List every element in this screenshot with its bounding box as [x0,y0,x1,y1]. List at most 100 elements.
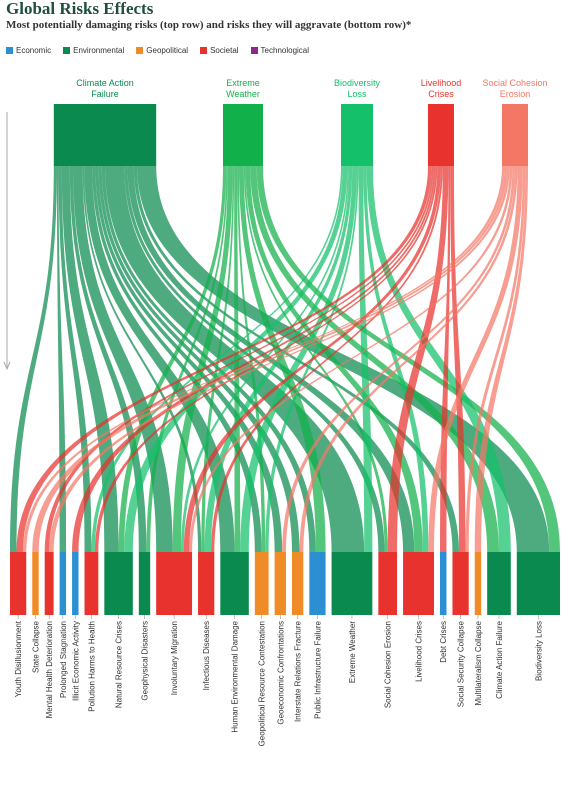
legend-label-societal: Societal [210,46,239,55]
target-label-geoeconomic-confrontations: Geoeconomic Confrontations [276,621,285,725]
legend-label-economic: Economic [16,46,52,55]
source-label-livelihood-crises: Livelihood Crises [421,78,462,99]
legend-item-economic: Economic [6,46,51,55]
target-label-multilateralism-collapse: Multilateralism Collapse [474,620,483,705]
link-livelihood-crises-to-involuntary-migration [183,166,441,552]
target-node-multilateralism-collapse [474,552,482,615]
target-node-mental-health-deterioration [44,552,54,615]
target-node-human-environmental-damage [220,552,249,615]
target-label-debt-crises: Debt Crises [439,621,448,663]
target-label-public-infrastructure-failure: Public Infrastructure Failure [313,620,322,718]
legend-label-technological: Technological [260,46,310,55]
target-label-interstate-relations-fracture: Interstate Relations Fracture [294,620,303,721]
link-climate-action-failure-to-interstate-relations-fracture [98,166,300,552]
link-extreme-weather-to-social-cohesion-erosion [243,166,388,552]
link-social-cohesion-erosion-to-multilateralism-collapse [474,166,528,552]
link-social-cohesion-erosion-to-youth-disillusionment [23,166,505,552]
link-climate-action-failure-to-natural-resource-crises [61,166,119,552]
source-label-climate-action-failure: Climate Action Failure [76,78,134,99]
link-climate-action-failure-to-public-infrastructure-failure [101,166,316,552]
target-label-involuntary-migration: Involuntary Migration [170,621,179,695]
link-biodiversity-loss-to-natural-resource-crises [124,166,348,552]
target-node-geoeconomic-confrontations [274,552,286,615]
link-social-cohesion-erosion-to-interstate-relations-fracture [299,166,518,552]
link-livelihood-crises-to-illicit-economic-activity [72,166,436,552]
target-node-state-collapse [32,552,39,615]
source-node-extreme-weather [223,104,263,166]
legend-item-technological: Technological [250,46,310,55]
target-node-pollution-harms-to-health [84,552,99,615]
source-label-biodiversity-loss: Biodiversity Loss [334,78,381,99]
target-label-extreme-weather: Extreme Weather [348,621,357,683]
legend-swatch-environmental [63,47,71,54]
target-label-infectious-diseases: Infectious Diseases [202,621,211,690]
target-node-public-infrastructure-failure [309,552,326,615]
source-node-biodiversity-loss [341,104,373,166]
target-node-livelihood-crises [403,552,435,615]
legend-swatch-economic [6,47,13,54]
link-extreme-weather-to-involuntary-migration [172,166,233,552]
page-subtitle: Most potentially damaging risks (top row… [6,19,412,31]
target-label-climate-action-failure: Climate Action Failure [495,620,504,698]
chart-legend: Economic Environmental Geopolitical Soci… [6,46,309,55]
link-livelihood-crises-to-youth-disillusionment [16,166,432,552]
link-social-cohesion-erosion-to-geoeconomic-confrontations [282,166,515,552]
target-node-extreme-weather [331,552,373,615]
link-livelihood-crises-to-social-cohesion-erosion [387,166,449,552]
link-livelihood-crises-to-infectious-diseases [211,166,443,552]
target-label-livelihood-crises: Livelihood Crises [415,621,424,682]
link-social-cohesion-erosion-to-livelihood-crises [428,166,523,552]
source-node-climate-action-failure [53,104,157,166]
link-extreme-weather-to-climate-action-failure [250,166,499,552]
target-label-biodiversity-loss: Biodiversity Loss [534,621,543,681]
link-extreme-weather-to-public-infrastructure-failure [239,166,326,552]
target-node-involuntary-migration [156,552,193,615]
link-climate-action-failure-to-youth-disillusionment [10,166,57,552]
link-climate-action-failure-to-human-environmental-damage [84,166,235,552]
legend-swatch-technological [250,47,258,54]
source-node-livelihood-crises [428,104,454,166]
arrow-head-icon [3,361,11,371]
link-extreme-weather-to-natural-resource-crises [118,166,227,552]
target-node-youth-disillusionment [10,552,27,615]
node-labels: Climate Action Failure Extreme Weather Biodi… [3,78,548,746]
legend-swatch-societal [200,47,208,54]
target-label-prolonged-stagnation: Prolonged Stagnation [59,621,68,698]
target-node-social-cohesion-erosion [378,552,398,615]
page-title: Global Risks Effects [6,0,154,18]
target-node-interstate-relations-fracture [291,552,304,615]
link-biodiversity-loss-to-human-environmental-damage [240,166,357,552]
link-extreme-weather-to-geopolitical-resource-contestation [237,166,266,552]
target-label-social-cohesion-erosion: Social Cohesion Erosion [384,621,393,708]
target-nodes [10,552,560,615]
target-node-illicit-economic-activity [72,552,79,615]
target-node-natural-resource-crises [104,552,133,615]
legend-item-societal: Societal [200,46,239,55]
target-node-social-security-collapse [452,552,469,615]
target-node-biodiversity-loss [516,552,560,615]
link-livelihood-crises-to-mental-health-deterioration [44,166,434,552]
target-label-social-security-collapse: Social Security Collapse [457,620,466,707]
target-node-climate-action-failure [487,552,511,615]
link-climate-action-failure-to-geopolitical-resource-contestation [92,166,262,552]
target-label-geopolitical-resource-contestation: Geopolitical Resource Contestation [258,621,267,746]
link-biodiversity-loss-to-extreme-weather [358,166,373,552]
link-social-cohesion-erosion-to-involuntary-migration [189,166,513,552]
target-label-geophysical-disasters: Geophysical Disasters [141,621,150,701]
links-layer [10,166,560,552]
source-label-social-cohesion-erosion: Social Cohesion Erosion [482,78,547,99]
link-social-cohesion-erosion-to-social-security-collapse [465,166,526,552]
link-social-cohesion-erosion-to-mental-health-deterioration [49,166,510,552]
target-label-human-environmental-damage: Human Environmental Damage [231,620,240,732]
target-label-pollution-harms-to-health: Pollution Harms to Health [87,621,96,712]
legend-swatch-geopolitical [136,47,144,54]
source-label-extreme-weather: Extreme Weather [226,78,260,99]
link-biodiversity-loss-to-climate-action-failure [366,166,511,552]
target-label-natural-resource-crises: Natural Resource Crises [115,621,124,708]
source-node-social-cohesion-erosion [502,104,528,166]
legend-label-geopolitical: Geopolitical [146,46,189,55]
legend-item-environmental: Environmental [63,46,124,55]
link-climate-action-failure-to-biodiversity-loss [137,166,550,552]
target-label-youth-disillusionment: Youth Disillusionment [14,620,23,697]
